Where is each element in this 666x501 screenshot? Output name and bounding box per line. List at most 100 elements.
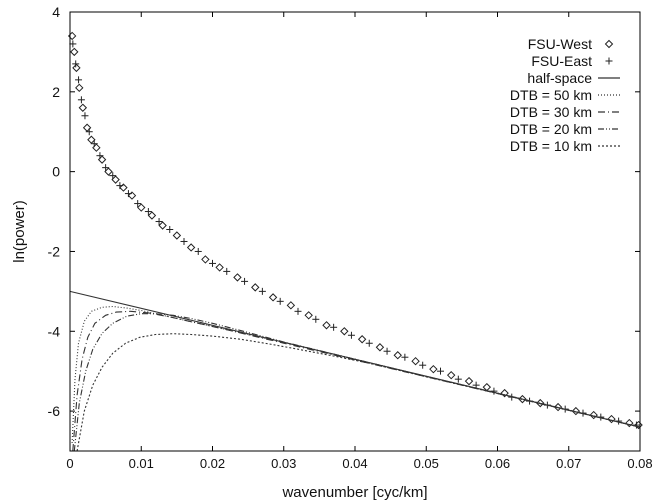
data-point-plus: [116, 182, 124, 190]
data-point-diamond: [607, 414, 616, 424]
data-point-diamond: [429, 364, 438, 374]
data-point-diamond: [201, 255, 210, 264]
y-tick-label: 2: [52, 84, 60, 100]
data-point-plus: [383, 347, 391, 355]
series-line-dtb-50-km: [71, 305, 641, 444]
data-point-plus: [194, 247, 202, 255]
legend-label: DTB = 20 km: [510, 121, 592, 137]
data-point-diamond: [75, 83, 84, 93]
data-point-diamond: [518, 394, 527, 404]
data-point-diamond: [553, 402, 563, 412]
data-point-diamond: [233, 273, 242, 282]
data-point-diamond: [186, 243, 196, 252]
data-point-diamond: [127, 191, 137, 200]
data-point-diamond: [340, 327, 349, 336]
data-point-plus: [454, 375, 462, 383]
data-point-diamond: [119, 183, 128, 192]
data-point-plus: [347, 331, 355, 339]
data-point-diamond: [322, 321, 331, 330]
x-tick-label: 0.03: [271, 456, 296, 471]
data-point-plus: [472, 381, 480, 389]
data-point-plus: [85, 128, 93, 136]
data-point-diamond: [571, 406, 581, 416]
data-point-diamond: [411, 356, 420, 366]
data-point-plus: [72, 60, 80, 68]
data-point-diamond: [158, 221, 167, 230]
y-tick-label: 4: [52, 4, 60, 20]
x-tick-label: 0.04: [342, 456, 367, 471]
data-point-plus: [276, 297, 284, 305]
x-tick-label: 0.01: [129, 456, 154, 471]
data-point-diamond: [446, 370, 456, 380]
legend-label: DTB = 10 km: [510, 138, 592, 154]
data-point-plus: [180, 237, 188, 245]
data-point-plus: [144, 208, 152, 216]
data-point-diamond: [589, 410, 598, 420]
legend-label: DTB = 50 km: [510, 87, 592, 103]
data-point-plus: [90, 140, 98, 148]
data-point-plus: [632, 421, 640, 429]
data-point-diamond: [215, 263, 224, 272]
y-tick-label: 0: [52, 164, 60, 180]
data-point-plus: [109, 172, 117, 180]
x-tick-label: 0: [66, 456, 73, 471]
legend-label: DTB = 30 km: [510, 104, 592, 120]
data-point-diamond: [500, 388, 509, 398]
legend-label: half-space: [527, 70, 592, 86]
data-point-plus: [134, 200, 142, 208]
data-point-diamond: [604, 39, 614, 49]
data-point-diamond: [72, 63, 81, 73]
data-point-diamond: [464, 376, 474, 386]
data-point-diamond: [375, 343, 385, 352]
data-point-plus: [419, 361, 427, 369]
data-point-plus: [605, 57, 613, 65]
x-axis-title: wavenumber [cyc/km]: [281, 484, 427, 501]
data-point-plus: [75, 76, 83, 84]
x-tick-label: 0.05: [414, 456, 439, 471]
data-point-diamond: [251, 283, 260, 292]
y-tick-label: -4: [48, 323, 61, 339]
data-point-plus: [166, 226, 174, 234]
data-point-diamond: [104, 167, 113, 176]
x-tick-label: 0.06: [485, 456, 510, 471]
data-point-plus: [155, 218, 163, 226]
data-point-plus: [81, 112, 89, 120]
data-point-plus: [77, 96, 85, 104]
data-point-plus: [401, 353, 409, 361]
data-point-diamond: [393, 351, 402, 360]
x-tick-label: 0.08: [627, 456, 652, 471]
data-point-plus: [96, 152, 104, 160]
data-point-diamond: [147, 211, 157, 220]
data-point-plus: [437, 367, 444, 375]
series-line-dtb-10-km: [76, 333, 641, 452]
data-point-diamond: [172, 231, 182, 240]
data-point-diamond: [78, 103, 88, 112]
data-point-plus: [330, 323, 338, 331]
data-point-plus: [69, 40, 77, 48]
plot-layer: [67, 31, 643, 452]
data-point-plus: [102, 164, 110, 172]
y-tick-label: -6: [48, 403, 61, 419]
data-point-diamond: [268, 293, 278, 302]
data-point-plus: [365, 339, 373, 347]
data-point-diamond: [536, 398, 545, 408]
data-point-diamond: [625, 418, 634, 428]
x-tick-label: 0.02: [200, 456, 225, 471]
data-point-diamond: [70, 47, 79, 57]
y-tick-label: -2: [48, 243, 61, 259]
data-point-diamond: [304, 311, 313, 320]
data-point-diamond: [111, 175, 120, 184]
legend-label: FSU-West: [528, 36, 592, 52]
data-point-diamond: [357, 335, 367, 344]
data-point-plus: [241, 277, 249, 285]
x-tick-label: 0.07: [556, 456, 581, 471]
data-point-plus: [223, 267, 231, 275]
axes-layer: 0 0.01 0.02 0.03 0.04 0.05 0.06 0.07 0.08 -6 -4 -2 0…: [48, 4, 653, 471]
y-axis-title: ln(power): [11, 200, 28, 263]
data-point-diamond: [286, 301, 296, 310]
data-point-plus: [258, 287, 266, 295]
series-line-dtb-30-km: [72, 310, 641, 452]
data-point-plus: [294, 307, 302, 315]
